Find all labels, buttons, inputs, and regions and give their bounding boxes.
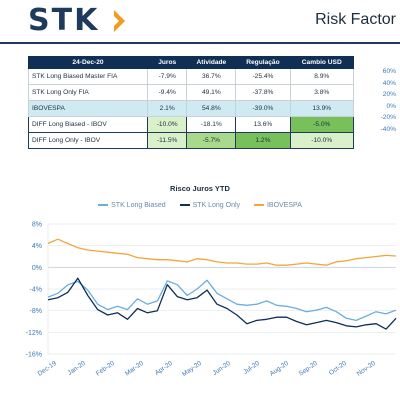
row-name: DIFF Long Biased - IBOV [28,116,148,133]
page-title: Risk Factor [315,11,396,28]
legend-item: IBOVESPA [253,202,302,209]
legend-item: STK Long Biased [98,202,166,209]
y-tick-label: -12% [26,330,42,337]
cell-cambio: 13.9% [289,100,355,117]
scale-label: -40% [380,125,396,133]
legend-label: STK Long Biased [111,202,166,209]
y-tick-label: 0% [32,265,42,272]
scale-label: 0% [386,102,396,110]
header-date: 24-Dec-20 [28,56,148,69]
y-tick-label: -4% [30,287,42,294]
risk-factor-table: 24-Dec-20 Juros Atividade Regulação Camb… [28,56,355,149]
legend-swatch [98,204,109,207]
scale-label: 20% [382,91,396,98]
cell-regulacao: 1.2% [235,132,291,149]
y-tick-label: 8% [32,222,42,229]
legend-item: STK Long Only [179,202,241,209]
x-tick-label: Apr-20 [154,360,174,377]
y-tick-label: -8% [30,308,42,315]
series-line-ibovespa [47,238,397,266]
scale-label: 40% [382,79,396,87]
cell-cambio: 8.9% [289,68,355,85]
cell-regulacao: 13.6% [235,116,291,133]
chevron-right-logo-icon [114,10,125,32]
y-tick-label: 4% [32,243,42,250]
series-line-stk-long-only [47,277,397,330]
cell-juros: 2.1% [146,100,188,117]
cell-atividade: -18.1% [186,116,237,133]
logo-text: STK [28,3,100,38]
x-tick-label: Jan-20 [67,360,88,377]
cell-cambio: 3.8% [289,84,355,101]
legend-label: STK Long Only [192,202,241,209]
header-atividade: Atividade [186,56,237,69]
cell-atividade: 54.8% [186,100,237,117]
header-regulacao: Regulação [235,56,291,69]
cell-atividade: 49.1% [186,84,237,101]
x-tick-label: Nov-20 [356,360,377,378]
cell-juros: -11.5% [146,132,188,149]
cell-juros: -7.9% [146,68,188,85]
chart-legend: STK Long Biased STK Long Only IBOVESPA [0,202,400,209]
cell-cambio: -10.0% [289,132,355,149]
table-header-row: 24-Dec-20 Juros Atividade Regulação Camb… [28,56,355,69]
cell-juros: -9.4% [146,84,188,101]
x-tick-label: Oct-20 [328,360,348,377]
x-tick-label: Feb-20 [95,360,116,378]
scale-label: -20% [380,114,396,121]
legend-label: IBOVESPA [266,202,302,209]
x-tick-label: Mar-20 [124,360,145,378]
x-tick-label: Aug-20 [269,360,290,378]
cell-juros: -10.0% [146,116,188,133]
side-scale: 60% 40% 20% 0% -20% -40% [366,66,396,135]
legend-swatch [253,204,264,207]
header-cambio: Cambio USD [289,56,355,69]
cell-regulacao: -39.0% [235,100,291,117]
cell-regulacao: -25.4% [235,68,291,85]
header-juros: Juros [146,56,188,69]
table-row: STK Long Biased Master FIA -7.9% 36.7% -… [28,68,355,85]
table-row-diff: DIFF Long Only - IBOV -11.5% -5.7% 1.2% … [28,132,355,149]
table-row: STK Long Only FIA -9.4% 49.1% -37.8% 3.8… [28,84,355,101]
table-row-diff: DIFF Long Biased - IBOV -10.0% -18.1% 13… [28,116,355,133]
x-tick-label: Jun-20 [212,360,233,377]
chart-title: Risco Juros YTD [170,184,230,193]
table-row-index: IBOVESPA 2.1% 54.8% -39.0% 13.9% [28,100,355,117]
x-tick-label: Dec-19 [37,360,58,378]
scale-label: 60% [382,68,396,75]
x-tick-label: Sep-20 [298,360,319,378]
row-name: IBOVESPA [28,100,148,117]
cell-regulacao: -37.8% [235,84,291,101]
cell-atividade: -5.7% [186,132,237,149]
row-name: STK Long Biased Master FIA [28,68,148,85]
header-divider [0,42,400,44]
row-name: DIFF Long Only - IBOV [28,132,148,149]
x-tick-label: May-20 [181,360,203,378]
series-line-stk-long-biased [47,279,397,322]
line-chart: 8% 4% 0% -4% -8% -12% -16%Dec-19 Jan-20 Feb-20 Ma… [26,222,397,378]
y-tick-label: -16% [26,352,42,359]
cell-atividade: 36.7% [186,68,237,85]
cell-cambio: -5.0% [289,116,355,133]
row-name: STK Long Only FIA [28,84,148,101]
legend-swatch [179,204,190,207]
header: STK Risk Factor [0,0,400,44]
x-tick-label: Jul-20 [242,360,261,376]
